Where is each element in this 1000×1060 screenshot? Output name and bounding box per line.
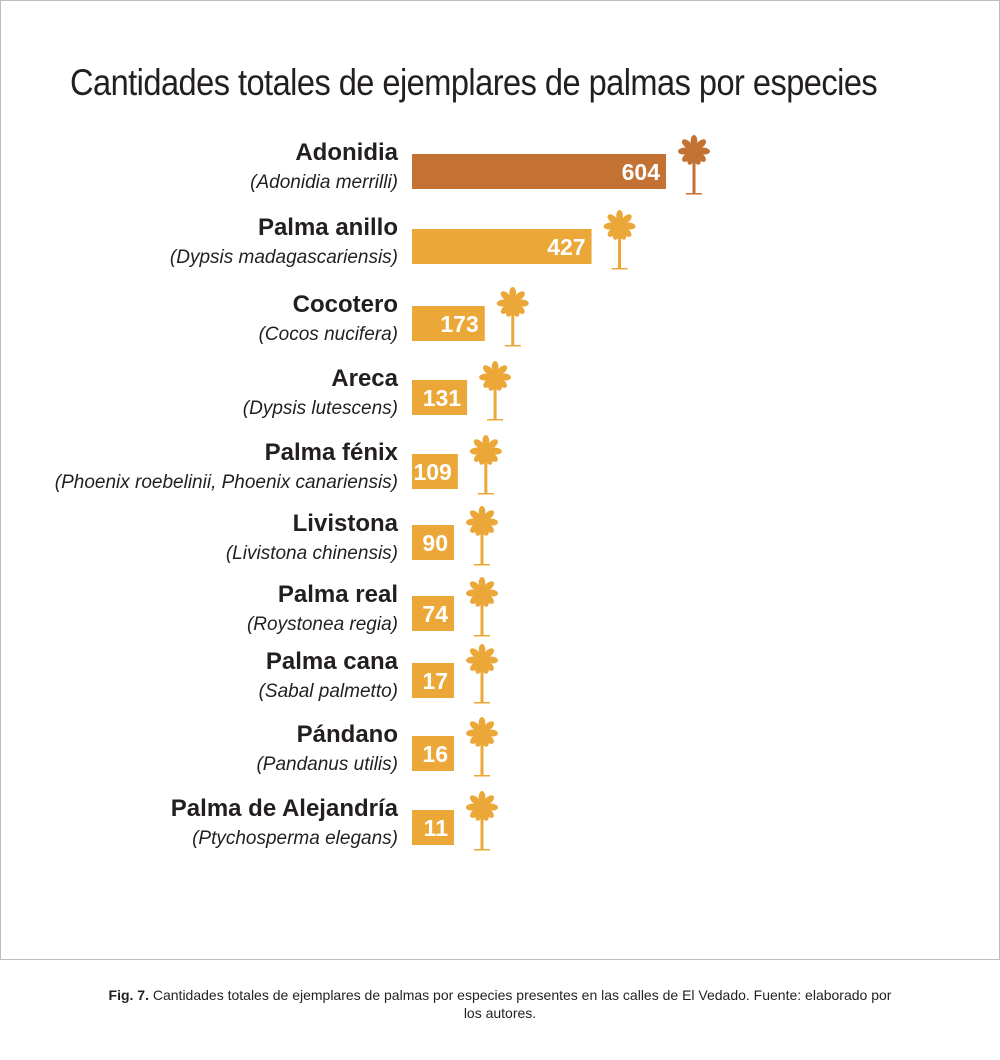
palm-ground	[487, 419, 504, 421]
scientific-name-label: (Pandanus utilis)	[256, 754, 398, 775]
bar-value-label: 90	[422, 530, 448, 556]
bar-value-label: 74	[422, 601, 448, 627]
category-label: Palma anillo	[258, 214, 398, 241]
bar-value-label: 131	[423, 385, 462, 411]
palm-ground	[504, 345, 521, 347]
palm-ground	[686, 193, 702, 195]
bar	[412, 596, 454, 631]
bar-value-label: 604	[622, 159, 661, 185]
palm-ground	[474, 849, 490, 851]
scientific-name-label: (Ptychosperma elegans)	[192, 828, 398, 849]
bar-value-label: 427	[547, 234, 585, 260]
palm-trunk	[511, 302, 515, 346]
palm-ground	[474, 702, 490, 704]
bar-value-label: 11	[424, 815, 449, 841]
bar-value-label: 16	[422, 741, 448, 767]
category-label: Palma cana	[266, 648, 399, 675]
palm-trunk	[480, 806, 484, 850]
category-label: Palma fénix	[265, 439, 399, 466]
palm-trunk	[692, 150, 696, 194]
palm-ground	[474, 775, 490, 777]
bar-value-label: 17	[422, 668, 448, 694]
scientific-name-label: (Adonidia merrilli)	[250, 172, 398, 193]
category-label: Cocotero	[293, 291, 398, 318]
category-label: Palma real	[278, 581, 398, 608]
bar	[412, 663, 454, 698]
scientific-name-label: (Dypsis madagascariensis)	[170, 247, 398, 268]
chart-title: Cantidades totales de ejemplares de palm…	[70, 62, 878, 103]
scientific-name-label: (Roystonea regia)	[247, 614, 398, 635]
palm-trunk	[480, 521, 484, 565]
bar	[412, 306, 485, 341]
caption-text: Cantidades totales de ejemplares de palm…	[152, 987, 892, 1021]
bar-chart: 604 Adonidia (Adonidia merrilli) 427 Palma a…	[55, 135, 710, 851]
palm-trunk	[480, 659, 484, 703]
figure-caption: Fig. 7. Cantidades totales de ejemplares…	[100, 986, 900, 1022]
bar	[412, 736, 454, 771]
scientific-name-label: (Cocos nucifera)	[259, 324, 398, 345]
bar	[412, 229, 592, 264]
palm-ground	[474, 635, 490, 637]
bar	[412, 810, 454, 845]
palm-trunk	[484, 450, 488, 494]
palm-ground	[477, 493, 494, 495]
scientific-name-label: (Sabal palmetto)	[259, 681, 398, 702]
category-label: Pándano	[297, 721, 398, 748]
bar	[412, 525, 454, 560]
category-label: Livistona	[293, 510, 399, 537]
palm-trunk	[480, 592, 484, 636]
palm-trunk	[480, 732, 484, 776]
palm-ground	[474, 564, 490, 566]
bar-value-label: 109	[413, 459, 451, 485]
scientific-name-label: (Livistona chinensis)	[226, 543, 398, 564]
scientific-name-label: (Phoenix roebelinii, Phoenix canariensis…	[55, 472, 398, 493]
bar	[412, 454, 458, 489]
category-label: Palma de Alejandría	[171, 795, 399, 822]
palm-ground	[611, 268, 628, 270]
palm-trunk	[618, 225, 622, 269]
palm-trunk	[493, 376, 497, 420]
caption-label: Fig. 7.	[108, 987, 149, 1003]
category-label: Areca	[331, 365, 398, 392]
scientific-name-label: (Dypsis lutescens)	[243, 398, 398, 419]
bar	[412, 154, 666, 189]
category-label: Adonidia	[295, 139, 398, 166]
bar-value-label: 173	[440, 311, 478, 337]
bar	[412, 380, 468, 415]
